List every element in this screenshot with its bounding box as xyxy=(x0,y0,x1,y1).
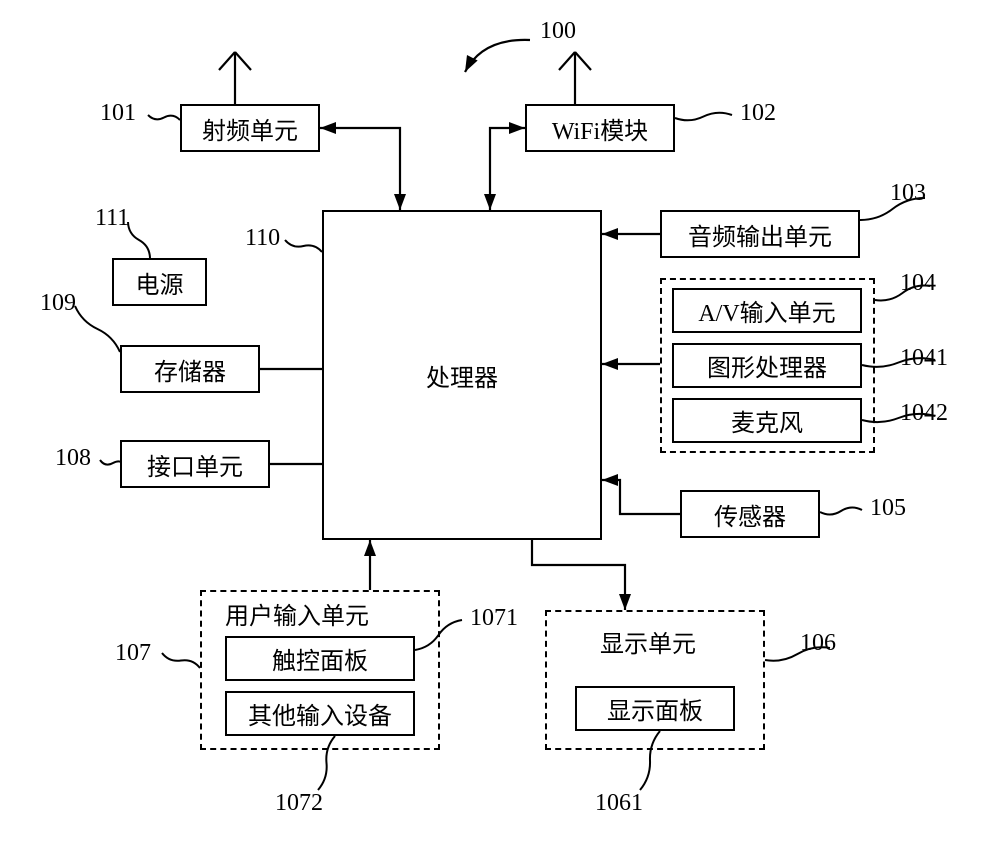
ref-1072: 1072 xyxy=(275,790,323,817)
node-rf: 射频单元 xyxy=(180,104,320,152)
node-audio-out: 音频输出单元 xyxy=(660,210,860,258)
ref-1061: 1061 xyxy=(595,790,643,817)
ref-102: 102 xyxy=(740,100,776,127)
ref-104: 104 xyxy=(900,270,936,297)
ref-106: 106 xyxy=(800,630,836,657)
node-audio-label: 音频输出单元 xyxy=(688,217,832,252)
ref-111: 111 xyxy=(95,205,129,232)
ref-109: 109 xyxy=(40,290,76,317)
ref-110: 110 xyxy=(245,225,280,252)
node-panel-label: 显示面板 xyxy=(607,691,703,726)
node-cpu: 处理器 xyxy=(322,210,602,540)
ref-1041: 1041 xyxy=(900,345,948,372)
ref-1042: 1042 xyxy=(900,400,948,427)
node-other-label: 其他输入设备 xyxy=(248,696,392,731)
node-av-label: A/V输入单元 xyxy=(698,293,835,328)
node-power: 电源 xyxy=(112,258,207,306)
ref-107: 107 xyxy=(115,640,151,667)
node-gpu: 图形处理器 xyxy=(672,343,862,388)
node-power-label: 电源 xyxy=(136,265,184,300)
node-memory-label: 存储器 xyxy=(154,352,226,387)
ref-1071: 1071 xyxy=(470,605,518,632)
node-mic-label: 麦克风 xyxy=(731,403,803,438)
group-display-title: 显示单元 xyxy=(600,624,696,659)
node-touch-label: 触控面板 xyxy=(272,641,368,676)
node-wifi: WiFi模块 xyxy=(525,104,675,152)
node-display-panel: 显示面板 xyxy=(575,686,735,731)
ref-101: 101 xyxy=(100,100,136,127)
node-cpu-label: 处理器 xyxy=(426,358,498,393)
ref-108: 108 xyxy=(55,445,91,472)
node-sensor: 传感器 xyxy=(680,490,820,538)
node-touch-panel: 触控面板 xyxy=(225,636,415,681)
diagram-stage: 射频单元 WiFi模块 处理器 音频输出单元 A/V输入单元 图形处理器 麦克风… xyxy=(0,0,1000,846)
node-wifi-label: WiFi模块 xyxy=(552,111,648,146)
node-mic: 麦克风 xyxy=(672,398,862,443)
ref-100: 100 xyxy=(540,18,576,45)
node-other-input: 其他输入设备 xyxy=(225,691,415,736)
ref-105: 105 xyxy=(870,495,906,522)
node-sensor-label: 传感器 xyxy=(714,497,786,532)
ref-103: 103 xyxy=(890,180,926,207)
node-gpu-label: 图形处理器 xyxy=(707,348,827,383)
node-rf-label: 射频单元 xyxy=(202,111,298,146)
node-iface-label: 接口单元 xyxy=(147,447,243,482)
node-av-input: A/V输入单元 xyxy=(672,288,862,333)
node-interface: 接口单元 xyxy=(120,440,270,488)
group-user-input-title: 用户输入单元 xyxy=(225,596,369,631)
node-memory: 存储器 xyxy=(120,345,260,393)
